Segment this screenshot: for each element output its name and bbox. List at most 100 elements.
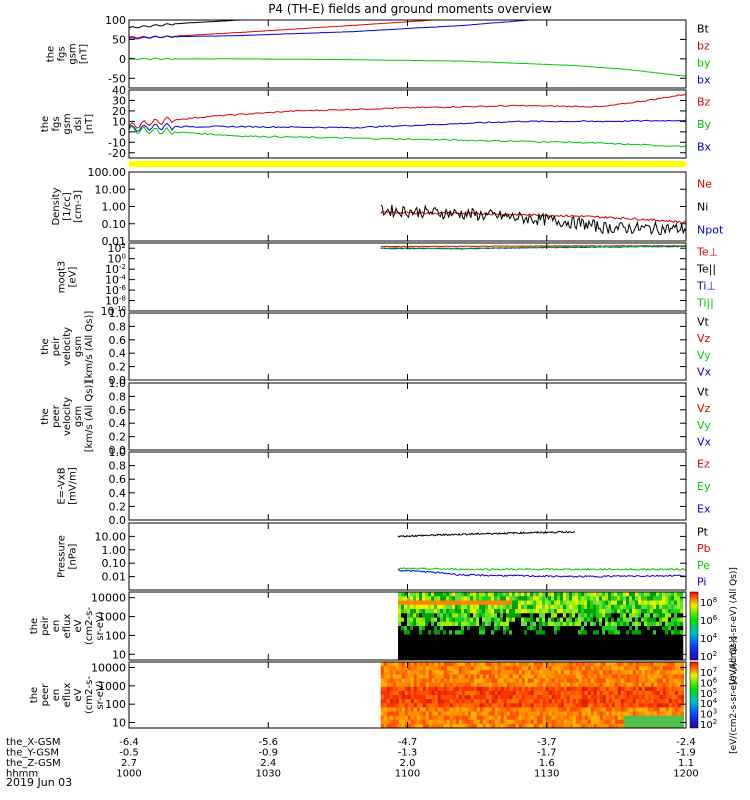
heatmap-cell [674, 723, 678, 729]
heatmap-cell [500, 638, 504, 644]
heatmap-cell [431, 670, 435, 675]
heatmap-cell [632, 634, 636, 640]
heatmap-cell [593, 715, 597, 721]
heatmap-cell [653, 707, 657, 712]
heatmap-cell [539, 678, 543, 684]
heatmap-cell [635, 715, 639, 721]
heatmap-cell [416, 638, 420, 644]
heatmap-cell [644, 686, 648, 692]
heatmap-cell [590, 715, 594, 721]
heatmap-cell [476, 634, 480, 640]
heatmap-cell [590, 682, 594, 688]
heatmap-cell [542, 699, 546, 704]
heatmap-cell [398, 678, 402, 684]
heatmap-cell [680, 695, 684, 700]
heatmap-cell [470, 609, 474, 614]
heatmap-cell [425, 630, 429, 635]
heatmap-cell [590, 662, 594, 667]
heatmap-cell [437, 630, 441, 635]
heatmap-cell [443, 690, 447, 696]
heatmap-cell [389, 703, 393, 708]
legend-ez: Ez [697, 457, 710, 470]
ephemeris-value: -3.7 [537, 737, 557, 748]
heatmap-cell [539, 695, 543, 700]
heatmap-cell [632, 662, 636, 667]
heatmap-cell [623, 651, 627, 657]
heatmap-cell [635, 604, 639, 610]
heatmap-cell [470, 634, 474, 640]
heatmap-cell [518, 651, 522, 657]
heatmap-cell [560, 621, 564, 627]
heatmap-cell [410, 647, 414, 652]
heatmap-cell [599, 662, 603, 667]
heatmap-cell [434, 682, 438, 688]
heatmap-cell [623, 604, 627, 610]
heatmap-cell [521, 699, 525, 704]
heatmap-cell [680, 613, 684, 618]
heatmap-cell [494, 609, 498, 614]
heatmap-cell [521, 634, 525, 640]
heatmap-cell [467, 596, 471, 601]
heatmap-cell [587, 638, 591, 644]
heatmap-cell [443, 604, 447, 610]
heatmap-cell [590, 723, 594, 729]
heatmap-cell [527, 711, 531, 717]
legend-ne: Ne [697, 178, 712, 191]
heatmap-cell [413, 666, 417, 671]
heatmap-cell [389, 715, 393, 721]
heatmap-cell [605, 651, 609, 657]
heatmap-cell [671, 626, 675, 631]
heatmap-cell [662, 621, 666, 627]
heatmap-cell [644, 630, 648, 635]
heatmap-cell [617, 600, 621, 606]
heatmap-cell [422, 604, 426, 610]
heatmap-cell [662, 600, 666, 606]
heatmap-cell [512, 690, 516, 696]
heatmap-cell [428, 634, 432, 640]
heatmap-cell [665, 613, 669, 618]
heatmap-cell [614, 690, 618, 696]
heatmap-cell [671, 695, 675, 700]
heatmap-cell [551, 647, 555, 652]
heatmap-cell [557, 596, 561, 601]
heatmap-cell [614, 617, 618, 623]
heatmap-cell [644, 715, 648, 721]
heatmap-cell [449, 703, 453, 708]
heatmap-cell [383, 674, 387, 679]
heatmap-cell [545, 699, 549, 704]
heatmap-cell [569, 651, 573, 657]
heatmap-cell [449, 690, 453, 696]
heatmap-cell [443, 609, 447, 614]
heatmap-cell [599, 715, 603, 721]
heatmap-cell [473, 711, 477, 717]
heatmap-cell [395, 690, 399, 696]
heatmap-cell [662, 655, 666, 661]
heatmap-cell [443, 638, 447, 644]
heatmap-cell [572, 674, 576, 679]
heatmap-cell [629, 703, 633, 708]
heatmap-cell [413, 600, 417, 606]
heatmap-cell [425, 719, 429, 725]
heatmap-cell [404, 695, 408, 700]
heatmap-cell [500, 630, 504, 635]
heatmap-cell [563, 634, 567, 640]
heatmap-cell [419, 715, 423, 721]
heatmap-cell [443, 662, 447, 667]
heatmap-cell [545, 682, 549, 688]
heatmap-cell [539, 674, 543, 679]
heatmap-cell [656, 723, 660, 729]
heatmap-cell [632, 719, 636, 725]
heatmap-cell [425, 723, 429, 729]
heatmap-cell [590, 638, 594, 644]
heatmap-cell [656, 703, 660, 708]
heatmap-cell [605, 596, 609, 601]
heatmap-cell [587, 670, 591, 675]
heatmap-cell [632, 723, 636, 729]
heatmap-cell [512, 643, 516, 648]
heatmap-cell [410, 699, 414, 704]
heatmap-cell [632, 695, 636, 700]
heatmap-cell [500, 695, 504, 700]
heatmap-cell [488, 707, 492, 712]
heatmap-cell [413, 626, 417, 631]
heatmap-cell [575, 647, 579, 652]
